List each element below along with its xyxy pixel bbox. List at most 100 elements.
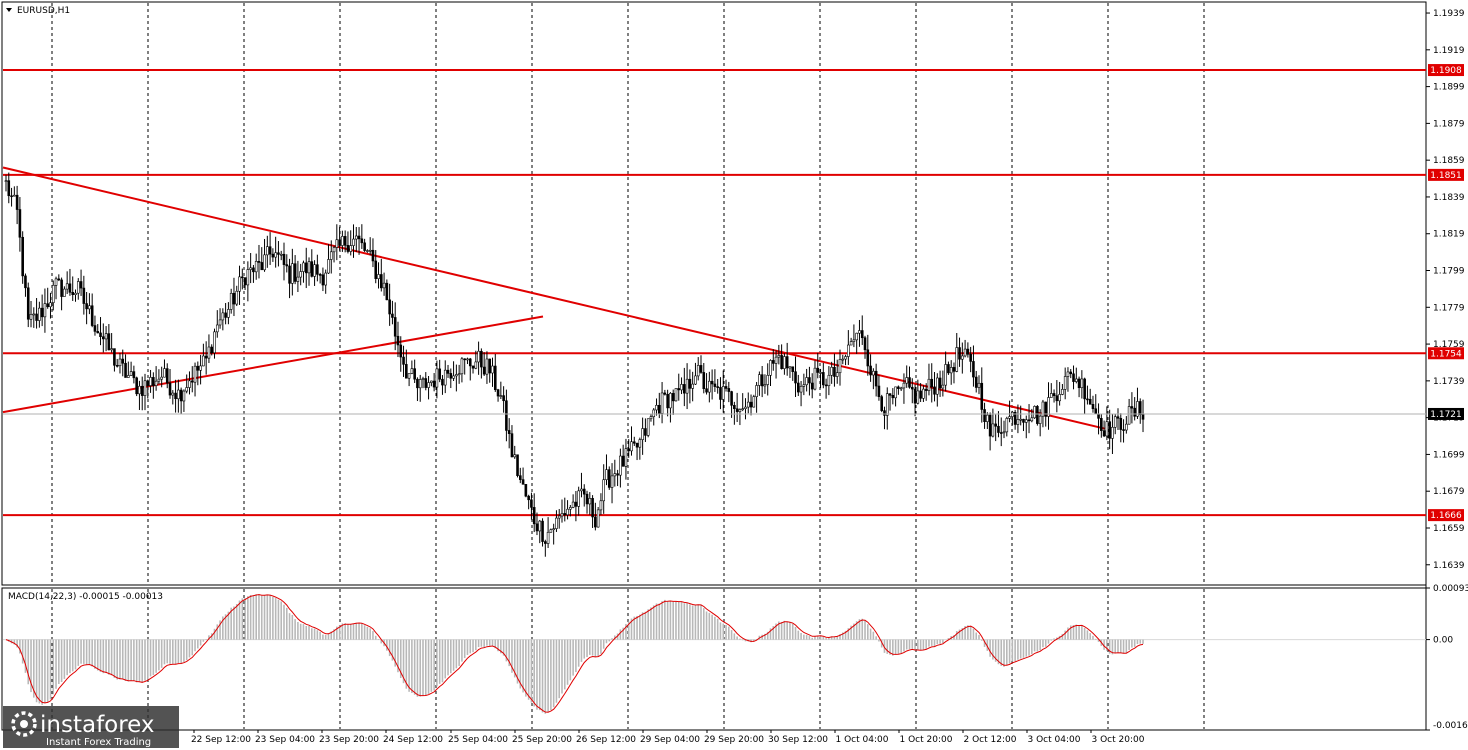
candle (174, 379, 177, 413)
candle (427, 375, 430, 400)
candle (210, 344, 214, 356)
candle (104, 326, 108, 352)
current-price-badge (1428, 407, 1464, 420)
candle (243, 277, 247, 291)
candle (735, 392, 739, 422)
x-tick-label: 23 Sep 04:00 (255, 735, 315, 745)
candle (585, 490, 589, 514)
candle (616, 469, 619, 487)
candle (674, 388, 678, 402)
candle (1091, 395, 1095, 413)
candle (947, 361, 950, 375)
candle (274, 236, 277, 268)
candle (213, 328, 216, 359)
symbol-label: EURUSD,H1 (17, 6, 70, 16)
candle (974, 370, 978, 393)
candle (266, 235, 269, 268)
candle (596, 506, 600, 528)
candle (188, 371, 191, 395)
candle (563, 497, 567, 522)
candle (1127, 398, 1131, 425)
symbol-dropdown-icon[interactable] (6, 8, 12, 12)
candle (638, 437, 642, 460)
candle (924, 383, 928, 401)
candle (655, 398, 658, 416)
candle (68, 268, 72, 296)
candle (157, 369, 161, 385)
candle (332, 245, 336, 263)
candle (669, 392, 672, 423)
candle (666, 389, 669, 417)
candle (683, 367, 686, 407)
candle (466, 357, 469, 365)
candle (443, 360, 447, 394)
candle (719, 377, 722, 410)
candle (660, 382, 664, 424)
candle (535, 512, 539, 536)
candle (997, 411, 1000, 438)
candle (816, 352, 820, 379)
candle (357, 227, 361, 255)
candle (713, 369, 717, 392)
candle (163, 359, 166, 378)
candle (516, 454, 519, 478)
candle (179, 387, 183, 415)
candle (999, 417, 1003, 447)
candle (591, 495, 594, 528)
candle (619, 448, 622, 488)
candle (752, 394, 756, 408)
candle (18, 197, 22, 252)
candle (38, 301, 41, 328)
candle (291, 248, 294, 296)
candle (327, 244, 330, 274)
candle (1105, 406, 1109, 441)
candle (82, 275, 86, 315)
candle (833, 353, 836, 387)
candle (263, 238, 266, 272)
candle (182, 389, 186, 412)
candle (135, 376, 138, 397)
macd-y-tick-label: -0.00163 (1433, 721, 1468, 731)
candle (744, 398, 747, 420)
price-axis-ticks: 1.1939 1.1919 1.1899 1.1879 1.1859 1.1839 1.18… (1426, 9, 1468, 731)
candle (574, 490, 578, 522)
candle (724, 379, 728, 392)
candle (407, 373, 411, 387)
candle (610, 463, 614, 504)
y-tick-label: 1.1799 (1433, 267, 1465, 277)
candle (391, 300, 394, 325)
candle (113, 348, 116, 372)
candle (15, 185, 19, 225)
candle (32, 307, 36, 328)
candle (152, 372, 155, 399)
candle (532, 493, 536, 533)
candle (607, 466, 611, 490)
candle (165, 363, 169, 389)
candle (310, 249, 314, 278)
candle (694, 362, 697, 386)
candle (366, 249, 369, 253)
candle (360, 224, 364, 249)
candle (102, 323, 105, 353)
candle (938, 370, 942, 397)
candle (21, 231, 24, 284)
candle (1061, 383, 1064, 396)
candle (908, 366, 911, 389)
candle (40, 294, 44, 327)
candle (288, 258, 291, 299)
candle (507, 418, 511, 449)
candle (321, 267, 325, 292)
candle (1116, 408, 1120, 431)
candle (282, 242, 286, 281)
candle (1055, 380, 1059, 413)
candle (496, 388, 500, 402)
x-tick-label: 2 Oct 12:00 (964, 735, 1017, 745)
candle (196, 361, 200, 386)
candle (79, 269, 83, 296)
vertical-grid (51, 3, 1205, 729)
y-tick-label: 1.1759 (1433, 340, 1465, 350)
candle (1075, 367, 1078, 384)
candle (85, 291, 88, 325)
candle (935, 373, 939, 407)
candle (769, 359, 772, 386)
